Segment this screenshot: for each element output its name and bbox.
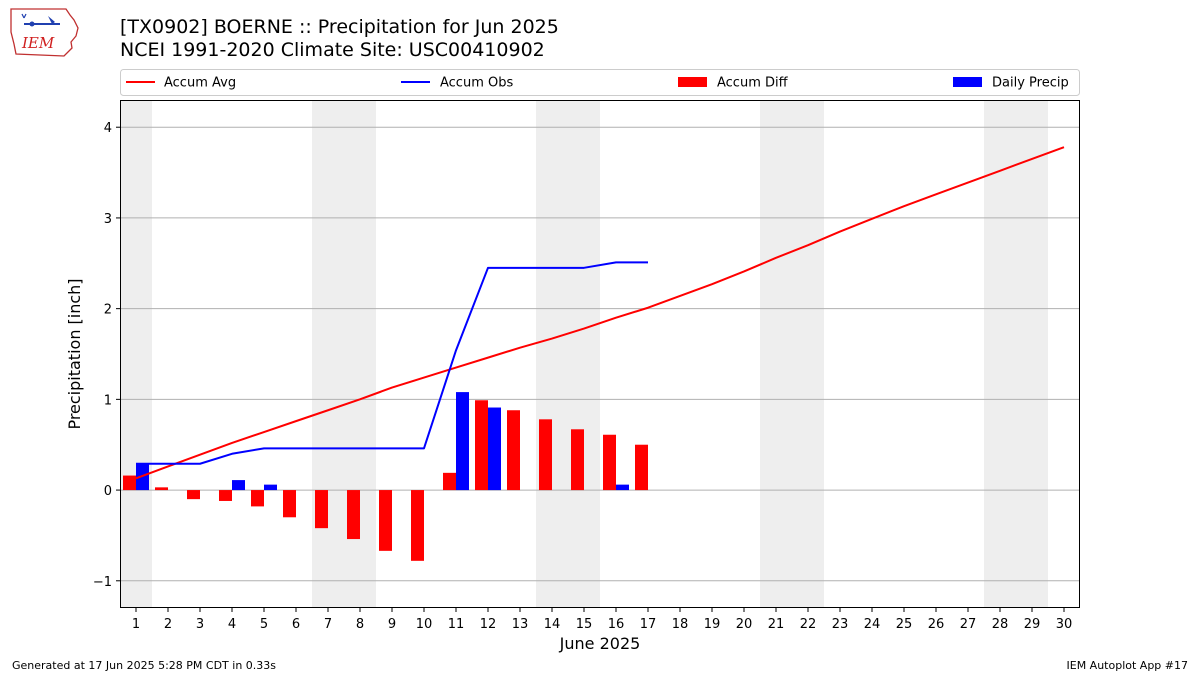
weekend-band <box>120 100 152 608</box>
x-tick-label: 20 <box>736 617 753 632</box>
y-axis: −1 0 1 2 3 4 <box>93 121 120 590</box>
daily-precip-bar <box>232 480 245 491</box>
bars <box>123 392 648 561</box>
accum-diff-bar <box>443 472 456 491</box>
x-tick-label: 25 <box>896 617 913 632</box>
y-tick-label: 3 <box>104 212 112 227</box>
weather-dot <box>29 21 35 27</box>
grid-lines <box>120 126 1080 582</box>
legend-swatch-daily-precip <box>953 77 982 87</box>
x-tick-label: 13 <box>512 617 529 632</box>
logo-text: IEM <box>21 34 55 52</box>
x-tick-label: 30 <box>1056 617 1073 632</box>
x-tick-label: 18 <box>672 617 689 632</box>
x-tick-label: 9 <box>388 617 396 632</box>
legend-label-daily-precip: Daily Precip <box>992 76 1069 91</box>
x-axis: 1 2 3 4 5 6 7 8 9 10 11 12 13 14 15 16 17 18 19 20 21 22 23 24 2… <box>132 608 1072 632</box>
accum-diff-bar <box>507 410 520 491</box>
accum-diff-bar <box>571 429 584 491</box>
x-tick-label: 21 <box>768 617 785 632</box>
x-tick-label: 10 <box>416 617 433 632</box>
accum-diff-bar <box>315 490 328 529</box>
accum-diff-bar <box>219 490 232 501</box>
daily-precip-bar <box>488 407 501 491</box>
chart-title: [TX0902] BOERNE :: Precipitation for Jun… <box>120 16 559 38</box>
y-tick-label: 2 <box>104 303 112 318</box>
x-tick-label: 22 <box>800 617 817 632</box>
legend-box <box>120 69 1080 96</box>
accum-diff-bar <box>411 490 424 561</box>
x-axis-label: June 2025 <box>559 634 641 653</box>
accum-diff-bar <box>347 490 360 540</box>
x-tick-label: 17 <box>640 617 657 632</box>
accum-diff-bar <box>283 490 296 518</box>
chart-subtitle: NCEI 1991-2020 Climate Site: USC00410902 <box>120 39 545 61</box>
x-tick-label: 4 <box>228 617 236 632</box>
accum-diff-bar <box>155 487 168 491</box>
x-tick-label: 15 <box>576 617 593 632</box>
x-tick-label: 29 <box>1024 617 1041 632</box>
y-tick-label: 4 <box>104 121 112 136</box>
daily-precip-bar <box>616 484 629 491</box>
accum-diff-bar <box>123 475 136 491</box>
accum-diff-bar <box>379 490 392 551</box>
accum-diff-bar <box>475 400 488 491</box>
accum-diff-bar <box>251 490 264 507</box>
y-axis-label: Precipitation [inch] <box>65 278 84 429</box>
x-tick-label: 16 <box>608 617 625 632</box>
x-tick-label: 12 <box>480 617 497 632</box>
daily-precip-bar <box>456 392 469 491</box>
accum-avg-line <box>135 146 1065 480</box>
iowa-outline <box>10 8 79 57</box>
accum-diff-bar <box>539 419 552 491</box>
x-tick-label: 1 <box>132 617 140 632</box>
weekend-band <box>536 100 600 608</box>
x-tick-label: 8 <box>356 617 364 632</box>
x-tick-label: 24 <box>864 617 881 632</box>
daily-precip-bar <box>264 484 277 491</box>
x-tick-label: 3 <box>196 617 204 632</box>
x-tick-label: 26 <box>928 617 945 632</box>
y-tick-label: 0 <box>104 484 112 499</box>
weekend-band <box>312 100 376 608</box>
legend-label-accum-diff: Accum Diff <box>717 76 789 91</box>
snow-icon <box>21 13 27 19</box>
legend-label-accum-avg: Accum Avg <box>164 76 236 91</box>
legend: Accum Avg Accum Obs Accum Diff Daily Pre… <box>120 69 1080 96</box>
x-tick-label: 23 <box>832 617 849 632</box>
y-tick-label: −1 <box>93 575 112 590</box>
weekend-shading <box>120 100 1048 608</box>
wind-barb-icon <box>48 16 55 24</box>
x-tick-label: 6 <box>292 617 300 632</box>
accum-diff-bar <box>603 434 616 491</box>
x-tick-label: 19 <box>704 617 721 632</box>
x-tick-label: 11 <box>448 617 465 632</box>
x-tick-label: 7 <box>324 617 332 632</box>
accum-diff-bar <box>187 490 200 500</box>
accum-diff-bar <box>635 444 648 491</box>
weekend-band <box>760 100 824 608</box>
legend-swatch-accum-diff <box>678 77 707 87</box>
x-tick-label: 28 <box>992 617 1009 632</box>
plot-frame <box>120 100 1080 608</box>
weekend-band <box>984 100 1048 608</box>
footer-generated: Generated at 17 Jun 2025 5:28 PM CDT in … <box>12 659 277 672</box>
lines <box>135 146 1065 480</box>
footer-app: IEM Autoplot App #17 <box>1066 659 1189 672</box>
legend-label-accum-obs: Accum Obs <box>440 76 513 91</box>
x-tick-label: 2 <box>164 617 172 632</box>
y-tick-label: 1 <box>104 393 112 408</box>
accum-obs-line <box>136 261 648 465</box>
x-tick-label: 14 <box>544 617 561 632</box>
x-tick-label: 5 <box>260 617 268 632</box>
x-tick-label: 27 <box>960 617 977 632</box>
iem-logo: IEM <box>10 8 79 57</box>
